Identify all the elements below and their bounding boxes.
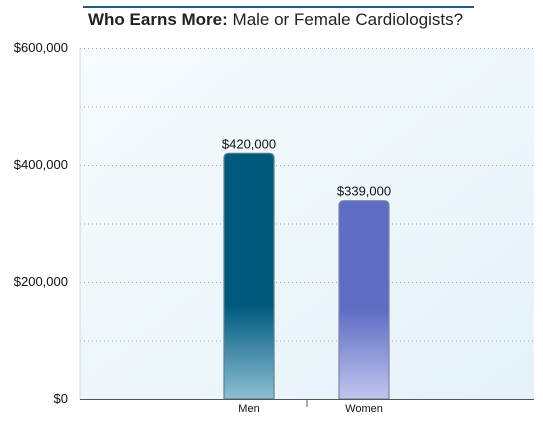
x-tick-label: Women — [345, 403, 383, 415]
chart-title: Who Earns More: Male or Female Cardiolog… — [88, 10, 463, 30]
title-rule — [83, 6, 474, 8]
bar-women — [338, 200, 390, 400]
bar-men — [223, 152, 275, 400]
chart-title-bold: Who Earns More: — [88, 10, 228, 29]
x-tick-label: Men — [238, 403, 259, 415]
y-tick-label: $600,000 — [14, 40, 68, 55]
plot-area — [80, 48, 534, 399]
y-tick-label: $200,000 — [14, 274, 68, 289]
data-label: $420,000 — [222, 136, 276, 151]
y-tick-label: $0 — [54, 391, 68, 406]
y-tick-label: $400,000 — [14, 157, 68, 172]
data-label: $339,000 — [337, 184, 391, 199]
chart-title-rest: Male or Female Cardiologists? — [232, 10, 464, 29]
